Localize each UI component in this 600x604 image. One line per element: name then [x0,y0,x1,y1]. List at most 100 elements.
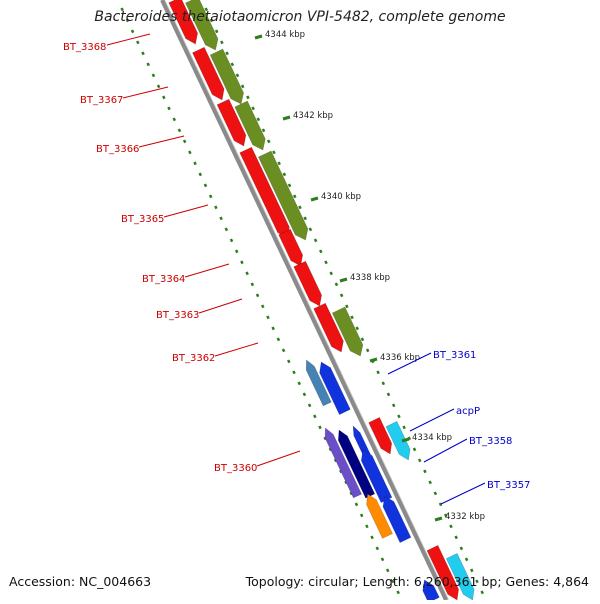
gene-arrow-bt3362-red [313,302,344,353]
tick-dash-left [381,381,386,386]
tick-dash-right [130,29,135,34]
gene-label-left: BT_3364 [142,274,185,285]
scale-ticks [120,7,484,595]
tick-dash-left [319,249,323,254]
gene-label-right: acpP [456,406,480,417]
tick-dash-right [182,139,187,144]
tick-dash-left [214,29,219,34]
tick-dash-left [329,271,333,276]
gene-arrow-bt3365-olive [258,150,309,241]
gene-label-leader [198,298,243,314]
tick-dash-right [271,326,275,331]
tick-dash-left [235,73,240,78]
tick-dash-right [245,271,249,276]
tick-dash-right [203,183,208,188]
tick-dash-left [256,117,261,122]
tick-dash-left [303,216,307,221]
gene-arrow-bt3360-cyan [385,420,411,461]
tick-dash-right [307,403,312,408]
gene-arrow-bt3360-red [368,416,393,455]
scale-label: 4332 kbp [445,512,485,522]
tick-dash-right [287,359,291,364]
tick-dash-right [146,62,150,67]
gene-arrow-bt3357-orange [366,493,393,539]
gene-label-right: BT_3361 [433,350,476,361]
scale-major-tick [401,437,410,443]
tick-dash-left [391,403,396,408]
gene-features [168,0,475,604]
tick-dash-right [385,568,390,573]
tick-dash-left [433,491,438,496]
tick-dash-left [277,161,281,166]
tick-dash-right [172,117,177,122]
gene-label-leader [440,482,486,505]
tick-dash-left [464,557,469,562]
tick-dash-left [360,337,365,342]
tick-dash-right [380,557,385,562]
tick-dash-right [151,73,156,78]
tick-dash-left [345,304,349,309]
tick-dash-right [297,381,301,386]
tick-dash-right [120,7,124,12]
tick-dash-left [261,128,266,133]
genome-summary-text: Topology: circular; Length: 6,260,361 bp… [245,574,589,589]
tick-dash-right [391,579,395,584]
tick-dash-left [287,183,292,188]
tick-dash-left [459,546,464,551]
tick-dash-right [255,293,260,298]
tick-dash-left [428,480,432,485]
gene-arrow-bt3368-olive [185,0,219,51]
tick-dash-left [423,469,427,474]
scale-label: 4344 kbp [265,30,305,40]
tick-dash-right [250,282,255,287]
tick-dash-left [397,414,401,419]
scale-label: 4336 kbp [380,353,420,363]
tick-dash-right [214,205,218,210]
tick-dash-left [292,194,297,199]
gene-arrow-bt3363-red [293,260,322,307]
tick-dash-left [334,282,339,287]
scale-major-tick [310,196,319,202]
tick-dash-left [449,524,453,529]
tick-dash-right [125,18,130,23]
scale-label: 4338 kbp [350,273,390,283]
tick-dash-left [480,590,484,595]
tick-dash-right [198,172,203,177]
gene-label-left: BT_3365 [121,214,164,225]
tick-dash-right [276,337,281,342]
tick-dash-left [402,425,406,430]
gene-label-leader [184,263,230,278]
gene-label-leader [423,438,468,463]
gene-label-leader [122,86,169,99]
tick-dash-left [240,84,245,89]
gene-arrow-bottom-cyan [445,552,475,601]
scale-label: 4342 kbp [293,111,333,121]
tick-dash-right [188,150,192,155]
tick-dash-right [375,546,380,551]
tick-dash-right [224,227,229,232]
backbone-line [160,0,448,601]
tick-dash-left [313,238,318,243]
tick-dash-right [229,238,234,243]
tick-dash-right [162,95,166,100]
tick-dash-left [324,260,328,265]
gene-arrow-bt3368-red [168,0,198,45]
tick-dash-right [318,425,322,430]
tick-dash-right [370,535,374,540]
tick-dash-left [407,436,412,441]
tick-dash-right [193,161,197,166]
tick-dash-right [396,590,400,595]
tick-dash-right [354,502,359,507]
gene-label-left: BT_3367 [80,95,123,106]
tick-dash-right [359,513,364,518]
scale-label: 4334 kbp [412,433,452,443]
tick-dash-left [308,227,313,232]
tick-dash-right [234,249,239,254]
tick-dash-left [251,106,255,111]
tick-dash-right [219,216,223,221]
gene-label-leader [106,33,151,46]
gene-label-right: BT_3358 [469,436,512,447]
gene-label-left: BT_3368 [63,42,106,53]
gene-arrow-bt3367-red [192,46,225,101]
